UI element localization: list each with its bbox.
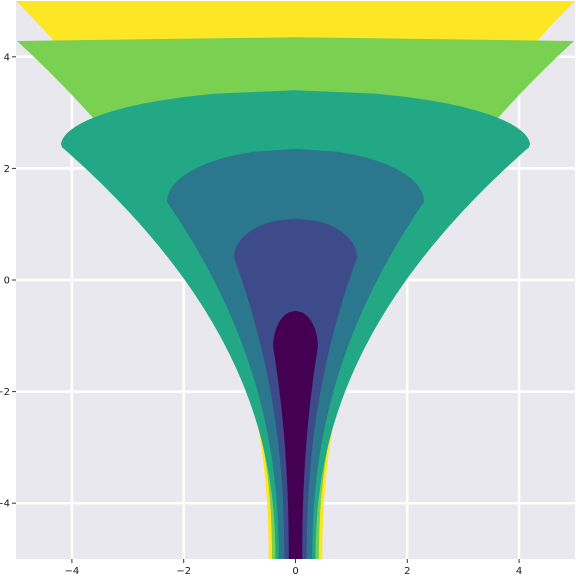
x-tick-label: −2 xyxy=(176,566,191,576)
x-axis-ticks: −4 −2 0 2 4 xyxy=(65,559,522,576)
contour-region-level-1 xyxy=(273,310,318,559)
y-tick-label: −4 xyxy=(0,499,10,510)
y-axis-ticks: −4 −2 0 2 4 xyxy=(0,52,16,510)
y-tick-label: −2 xyxy=(0,387,10,398)
x-tick-label: 4 xyxy=(516,566,522,576)
x-tick-label: 2 xyxy=(404,566,410,576)
y-tick-label: 4 xyxy=(4,52,10,63)
plot-area xyxy=(16,1,575,559)
y-tick-label: 2 xyxy=(4,164,10,175)
y-tick-label: 0 xyxy=(4,276,10,287)
x-tick-label: 0 xyxy=(292,566,298,576)
x-tick-label: −4 xyxy=(65,566,80,576)
